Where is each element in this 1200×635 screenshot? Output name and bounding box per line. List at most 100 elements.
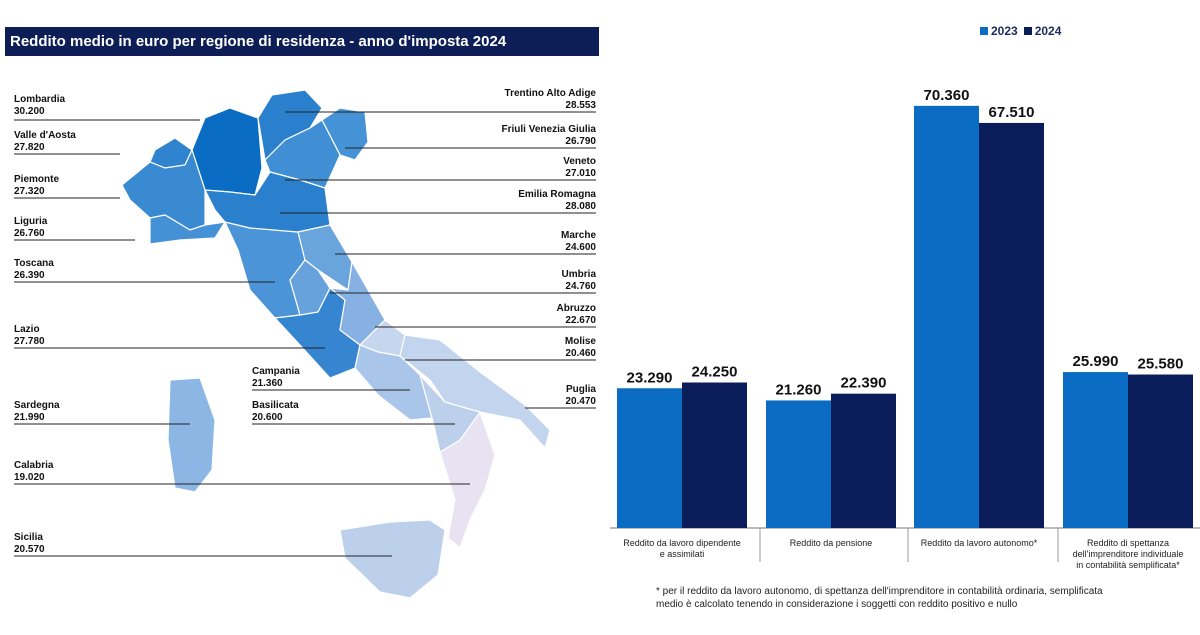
region-name: Liguria: [14, 216, 48, 227]
bar-2024-1: [682, 382, 747, 528]
category-label: in contabilità semplificata*: [1076, 560, 1180, 570]
region-label-emilia-romagna: Emilia Romagna 28.080: [518, 189, 596, 213]
region-value: 20.600: [252, 412, 283, 423]
italy-map-graphic: [14, 89, 596, 599]
region-value: 20.470: [565, 396, 596, 407]
region-label-toscana: Toscana 26.390: [14, 258, 54, 282]
region-name: Toscana: [14, 258, 54, 269]
region-value: 20.460: [565, 348, 596, 359]
region-value: 20.570: [14, 544, 45, 555]
bar-2023-3: [914, 105, 979, 528]
region-label-campania: Campania 21.360: [252, 366, 300, 390]
category-label: dell'imprenditore individuale: [1073, 549, 1184, 559]
region-label-sardegna: Sardegna 21.990: [14, 400, 60, 424]
region-value: 27.820: [14, 142, 45, 153]
bar-chart-panel: 2023 2024 23.290 24.250 Reddito da lavoro d…: [600, 0, 1200, 630]
region-emilia-romagna: [203, 171, 331, 233]
region-name: Lombardia: [14, 94, 66, 105]
region-value: 26.760: [14, 228, 45, 239]
region-label-veneto: Veneto 27.010: [563, 156, 596, 180]
bar-2024-2: [831, 393, 896, 528]
region-value: 24.600: [565, 242, 596, 253]
data-label: 67.510: [989, 104, 1035, 121]
region-sicilia: [339, 519, 446, 599]
region-value: 28.553: [565, 100, 596, 111]
region-name: Campania: [252, 366, 300, 377]
legend-item-2023: 2023: [980, 24, 1018, 38]
region-name: Basilicata: [252, 400, 299, 411]
region-value: 30.200: [14, 106, 45, 117]
region-name: Marche: [560, 230, 596, 241]
chart-footnote: * per il reddito da lavoro autonomo, di …: [656, 585, 1196, 611]
region-label-friuli-venezia-giulia: Friuli Venezia Giulia 26.790: [502, 124, 596, 148]
region-value: 27.320: [14, 186, 45, 197]
region-value: 19.020: [14, 472, 45, 483]
region-sardegna: [167, 377, 216, 493]
category-label: Reddito da pensione: [790, 538, 873, 548]
region-name: Molise: [564, 336, 596, 347]
region-label-basilicata: Basilicata 20.600: [252, 400, 299, 424]
bar-2023-4: [1063, 372, 1128, 528]
legend-swatch: [1023, 27, 1032, 35]
bar-2023-1: [617, 388, 682, 528]
chart-legend: 2023 2024: [980, 24, 1067, 38]
italy-map: Lombardia 30.200 Valle d'Aosta 27.820 Piemon…: [0, 62, 600, 630]
data-label: 70.360: [924, 87, 970, 104]
region-label-sicilia: Sicilia 20.570: [14, 532, 45, 556]
region-value: 28.080: [565, 201, 596, 212]
legend-label: 2024: [1034, 24, 1062, 38]
region-name: Valle d'Aosta: [14, 130, 76, 141]
region-value: 27.010: [565, 168, 596, 179]
region-puglia: [399, 334, 551, 450]
category-label: Reddito da lavoro dipendente: [623, 538, 741, 548]
region-name: Abruzzo: [556, 303, 596, 314]
region-value: 26.390: [14, 270, 45, 281]
data-label: 25.990: [1073, 353, 1119, 370]
legend-label: 2023: [991, 24, 1018, 38]
data-label: 25.580: [1138, 356, 1184, 373]
footnote-line: medio è calcolato tenendo in considerazi…: [656, 599, 1018, 610]
region-name: Piemonte: [14, 174, 60, 185]
region-label-lombardia: Lombardia 30.200: [14, 94, 65, 118]
region-name: Veneto: [563, 156, 596, 167]
region-value: 21.360: [252, 378, 283, 389]
region-name: Sicilia: [14, 532, 43, 543]
region-name: Sardegna: [14, 400, 60, 411]
region-label-molise: Molise 20.460: [565, 336, 596, 360]
legend-item-2024: 2024: [1023, 24, 1062, 38]
region-name: Puglia: [565, 384, 596, 395]
region-label-puglia: Puglia 20.470: [565, 384, 596, 408]
region-label-liguria: Liguria 26.760: [14, 216, 47, 240]
legend-swatch: [980, 27, 988, 35]
data-label: 22.390: [841, 375, 887, 392]
region-toscana: [223, 221, 306, 319]
data-label: 23.290: [627, 369, 673, 386]
region-umbria: [289, 259, 331, 316]
category-label: e assimilati: [660, 549, 705, 559]
region-label-piemonte: Piemonte 27.320: [14, 174, 59, 198]
region-label-abruzzo: Abruzzo 22.670: [557, 303, 596, 327]
region-value: 21.990: [14, 412, 45, 423]
bar-chart: 23.290 24.250 Reddito da lavoro dipendente…: [610, 87, 1200, 570]
category-label: Reddito di spettanza: [1087, 538, 1169, 548]
map-panel: Reddito medio in euro per regione di res…: [0, 0, 600, 630]
region-label-trentino-alto-adige: Trentino Alto Adige 28.553: [505, 88, 596, 112]
region-name: Friuli Venezia Giulia: [501, 124, 596, 135]
region-value: 26.790: [565, 136, 596, 147]
map-title: Reddito medio in euro per regione di res…: [5, 27, 599, 56]
region-label-marche: Marche 24.600: [561, 230, 596, 254]
region-value: 27.780: [14, 336, 45, 347]
bar-2024-4: [1128, 374, 1193, 528]
region-value: 22.670: [565, 315, 596, 326]
region-label-valle-d-aosta: Valle d'Aosta 27.820: [14, 130, 76, 154]
category-label: Reddito da lavoro autonomo*: [921, 538, 1038, 548]
region-name: Umbria: [561, 269, 596, 280]
data-label: 21.260: [776, 381, 822, 398]
region-value: 24.760: [565, 281, 596, 292]
region-label-umbria: Umbria 24.760: [562, 269, 596, 293]
region-label-calabria: Calabria 19.020: [14, 460, 53, 484]
bar-2023-2: [766, 400, 831, 528]
region-label-lazio: Lazio 27.780: [14, 324, 45, 348]
bar-2024-3: [979, 122, 1044, 528]
region-name: Calabria: [14, 460, 54, 471]
